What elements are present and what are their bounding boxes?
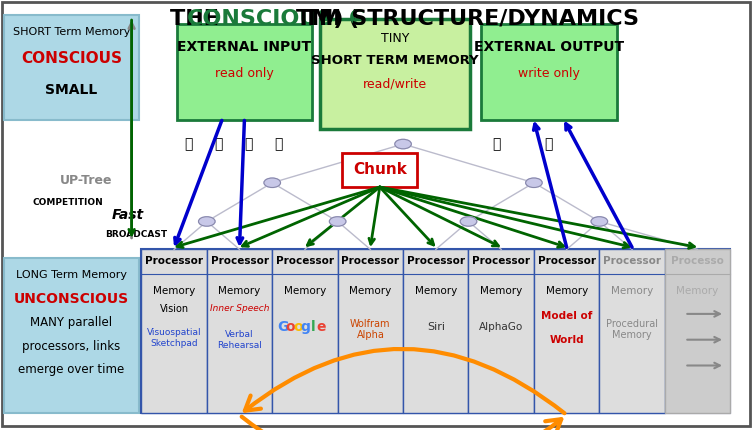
Circle shape <box>199 217 215 226</box>
Bar <box>468 249 534 413</box>
Text: Inner Speech: Inner Speech <box>210 304 269 313</box>
Bar <box>481 24 617 120</box>
Text: World: World <box>549 335 584 345</box>
Text: Processor: Processor <box>603 256 661 267</box>
Text: Processor: Processor <box>341 256 399 267</box>
Bar <box>4 15 139 120</box>
Text: Memory: Memory <box>480 286 523 296</box>
Text: Memory: Memory <box>545 286 588 296</box>
Text: Memory: Memory <box>153 286 196 296</box>
Text: Verbal
Rehearsal: Verbal Rehearsal <box>217 330 262 350</box>
Circle shape <box>395 139 411 149</box>
Text: Chunk: Chunk <box>353 163 407 177</box>
Text: Processor: Processor <box>145 256 203 267</box>
Bar <box>272 249 338 413</box>
Text: G: G <box>277 320 289 334</box>
Text: 👁: 👁 <box>183 137 193 151</box>
Text: 👂: 👂 <box>214 137 223 151</box>
Text: TM) STRUCTURE/DYNAMICS: TM) STRUCTURE/DYNAMICS <box>296 9 638 29</box>
Text: SHORT TERM MEMORY: SHORT TERM MEMORY <box>311 54 478 67</box>
Text: read/write: read/write <box>362 77 427 90</box>
Text: Model of: Model of <box>541 311 593 322</box>
Text: Fast: Fast <box>111 208 144 222</box>
Text: 💪: 💪 <box>492 137 501 151</box>
Text: 👃: 👃 <box>244 137 253 151</box>
Text: TM (: TM ( <box>296 9 359 29</box>
Text: UNCONSCIOUS: UNCONSCIOUS <box>14 292 129 306</box>
Text: MANY parallel: MANY parallel <box>30 316 113 329</box>
Bar <box>599 249 665 413</box>
Circle shape <box>460 217 477 226</box>
Text: SMALL: SMALL <box>45 83 98 97</box>
Bar <box>342 153 417 187</box>
Circle shape <box>591 217 608 226</box>
Bar <box>320 19 470 129</box>
Bar <box>665 249 730 413</box>
Text: Wolfram
Alpha: Wolfram Alpha <box>350 319 390 340</box>
Text: e: e <box>316 320 326 334</box>
Text: BROADCAST: BROADCAST <box>105 230 168 239</box>
Text: SHORT Term Memory: SHORT Term Memory <box>13 27 130 37</box>
Text: o: o <box>293 320 303 334</box>
Text: TINY: TINY <box>381 32 409 45</box>
Text: Memory: Memory <box>414 286 457 296</box>
Text: Siri: Siri <box>427 322 444 332</box>
Text: Processor: Processor <box>538 256 596 267</box>
Text: C: C <box>349 9 365 29</box>
Text: Memory: Memory <box>611 286 653 296</box>
Text: THE: THE <box>170 9 226 29</box>
FancyArrowPatch shape <box>245 349 565 413</box>
Text: Processor: Processor <box>472 256 530 267</box>
Text: 🖐: 🖐 <box>274 137 283 151</box>
Text: EXTERNAL OUTPUT: EXTERNAL OUTPUT <box>474 40 624 54</box>
Text: Memory: Memory <box>284 286 326 296</box>
Text: Processor: Processor <box>211 256 268 267</box>
Text: g: g <box>301 320 311 334</box>
Text: emerge over time: emerge over time <box>18 363 125 376</box>
Circle shape <box>264 178 280 187</box>
Bar <box>141 249 207 413</box>
Text: Memory: Memory <box>349 286 392 296</box>
Bar <box>141 249 730 413</box>
Text: Memory: Memory <box>676 286 719 296</box>
Bar <box>177 24 312 120</box>
Text: 📡: 📡 <box>544 137 553 151</box>
Bar <box>4 258 139 413</box>
Text: LONG Term Memory: LONG Term Memory <box>16 270 127 280</box>
Text: Procedural
Memory: Procedural Memory <box>606 319 658 340</box>
Text: EXTERNAL INPUT: EXTERNAL INPUT <box>177 40 311 54</box>
Bar <box>403 249 468 413</box>
Text: AlphaGo: AlphaGo <box>479 322 523 332</box>
Text: Processor: Processor <box>276 256 334 267</box>
Text: CONSCIOUS: CONSCIOUS <box>21 51 122 65</box>
Text: Processo: Processo <box>671 256 724 267</box>
Text: CONSCIOUS: CONSCIOUS <box>187 9 335 29</box>
FancyArrowPatch shape <box>241 417 561 430</box>
Text: Processor: Processor <box>407 256 465 267</box>
Text: l: l <box>311 320 316 334</box>
Text: read only: read only <box>215 67 274 80</box>
Text: UP-Tree: UP-Tree <box>60 174 113 187</box>
Bar <box>338 249 403 413</box>
Text: COMPETITION: COMPETITION <box>32 198 103 206</box>
Text: Vision: Vision <box>159 304 189 314</box>
Text: write only: write only <box>518 67 580 80</box>
Text: processors, links: processors, links <box>23 340 120 353</box>
Circle shape <box>329 217 346 226</box>
Bar <box>534 249 599 413</box>
Bar <box>207 249 272 413</box>
Text: o: o <box>286 320 296 334</box>
Text: Memory: Memory <box>218 286 261 296</box>
Circle shape <box>526 178 542 187</box>
Text: Visuospatial
Sketchpad: Visuospatial Sketchpad <box>147 328 202 348</box>
